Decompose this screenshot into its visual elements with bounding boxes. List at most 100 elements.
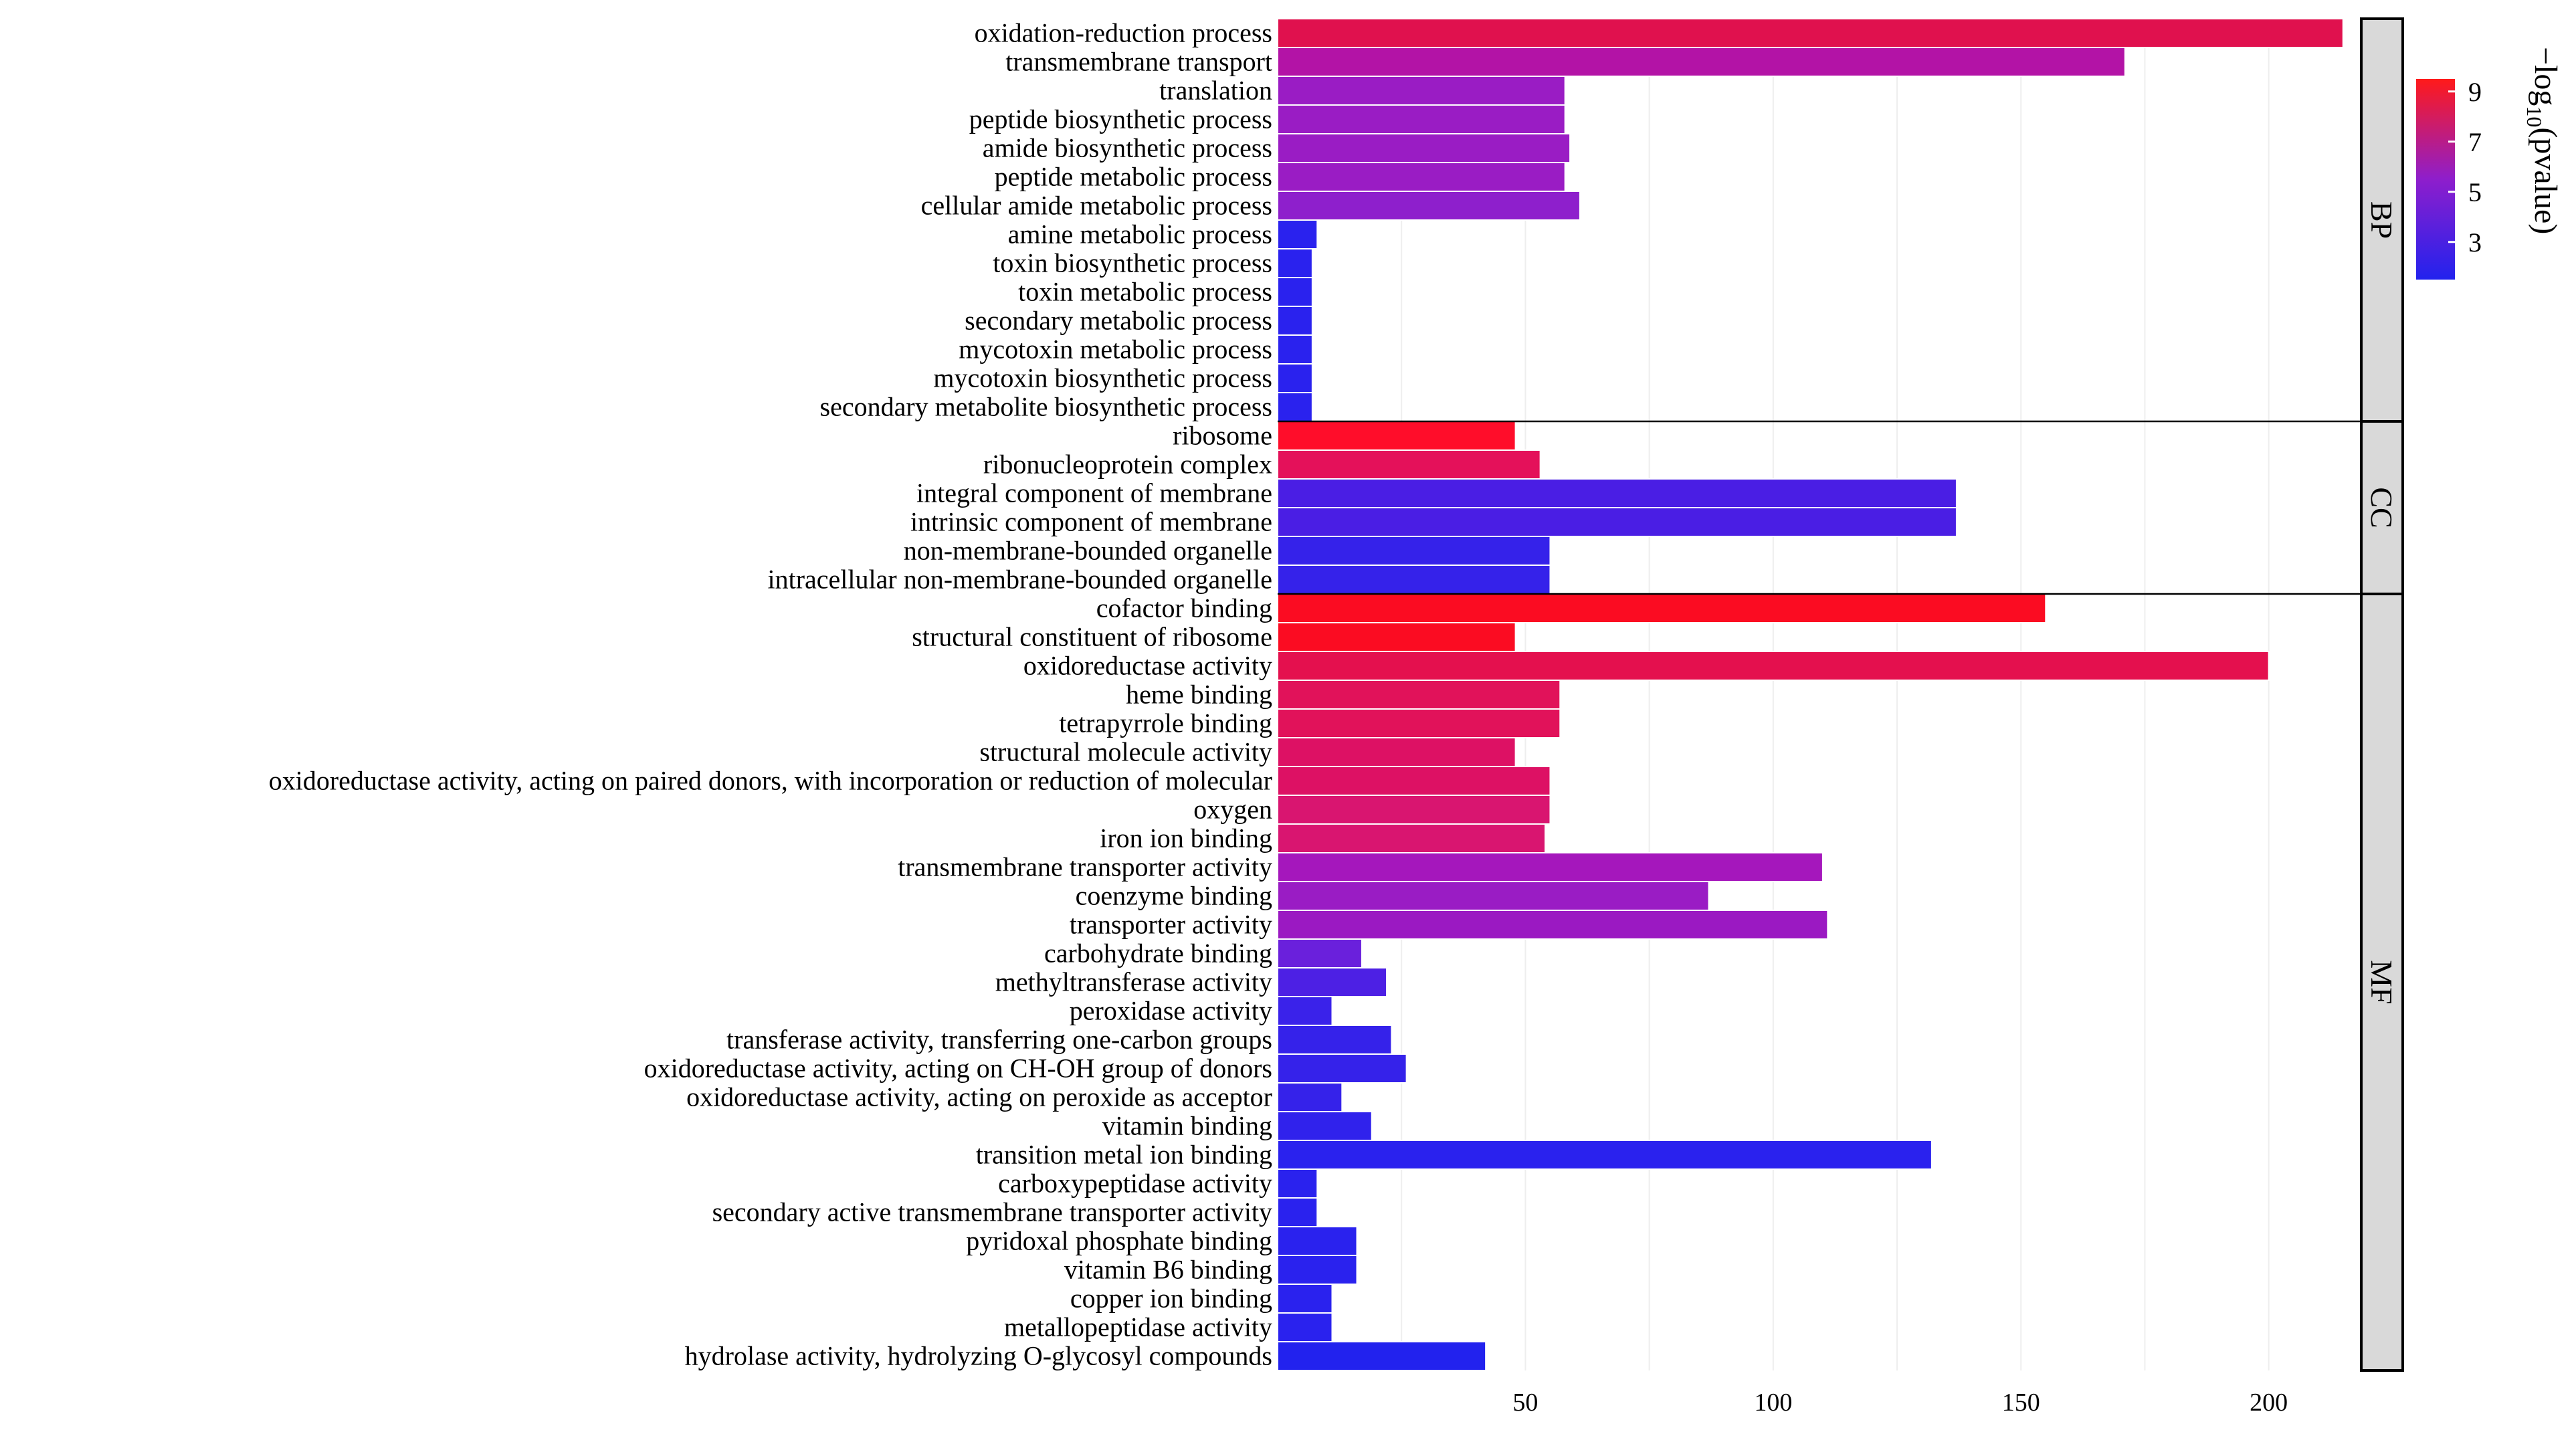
x-tick-label: 100 (1754, 1389, 1792, 1417)
legend-tick-label: 7 (2468, 127, 2482, 157)
bar-mf-11 (1277, 910, 1829, 940)
bars (1277, 18, 2344, 1371)
category-label: pyridoxal phosphate binding (966, 1226, 1272, 1256)
category-label: secondary metabolite biosynthetic proces… (820, 392, 1272, 422)
bar-bp-8 (1277, 248, 1313, 278)
category-label: transferase activity, transferring one-c… (726, 1025, 1272, 1055)
category-label: intrinsic component of membrane (910, 507, 1272, 537)
category-label: oxygen (1193, 795, 1272, 825)
category-label: coenzyme binding (1076, 881, 1272, 911)
bar-bp-5 (1277, 162, 1566, 192)
category-label: transition metal ion binding (976, 1140, 1272, 1170)
category-label: oxidoreductase activity, acting on CH-OH… (644, 1053, 1272, 1084)
bar-bp-6 (1277, 191, 1581, 221)
bar-mf-21 (1277, 1197, 1318, 1227)
bar-bp-0 (1277, 18, 2344, 48)
x-tick-label: 200 (2250, 1389, 2288, 1417)
bar-mf-17 (1277, 1082, 1343, 1112)
x-tick-label: 150 (2002, 1389, 2040, 1417)
facet-strip-bp (2360, 17, 2404, 423)
category-label: transmembrane transporter activity (898, 852, 1272, 882)
legend-title-part-3: (pvalue) (2528, 127, 2563, 234)
category-label: mycotoxin metabolic process (959, 334, 1272, 365)
bar-mf-14 (1277, 996, 1333, 1026)
bar-mf-7 (1277, 795, 1551, 825)
category-label: secondary active transmembrane transport… (712, 1197, 1272, 1227)
bar-mf-4 (1277, 708, 1561, 738)
category-label: amine metabolic process (1008, 219, 1272, 249)
bar-cc-3 (1277, 507, 1957, 537)
category-label: amide biosynthetic process (983, 133, 1272, 163)
x-axis-ticks: 50 100 150 200 (1512, 1389, 2288, 1417)
legend-colorbar (2416, 79, 2455, 280)
category-label: oxidoreductase activity (1023, 651, 1272, 681)
bar-mf-5 (1277, 737, 1516, 767)
bar-mf-16 (1277, 1053, 1407, 1084)
bar-bp-13 (1277, 392, 1313, 422)
category-label: toxin metabolic process (1018, 277, 1272, 307)
facet-strip-cc (2360, 420, 2404, 595)
bar-mf-8 (1277, 823, 1547, 853)
bar-mf-9 (1277, 852, 1823, 882)
category-label: metallopeptidase activity (1004, 1312, 1272, 1342)
color-legend: −log10(pvalue) 9 7 5 3 (2416, 47, 2563, 280)
bar-mf-3 (1277, 680, 1561, 710)
bar-mf-1 (1277, 622, 1516, 652)
category-label: transmembrane transport (1005, 47, 1272, 77)
category-label: mycotoxin biosynthetic process (933, 363, 1272, 393)
facet-strips: BP CC MF (1278, 17, 2404, 1372)
bar-bp-12 (1277, 363, 1313, 393)
category-label: oxidoreductase activity, acting on perox… (686, 1082, 1272, 1112)
bar-bp-3 (1277, 104, 1566, 134)
bar-mf-15 (1277, 1025, 1393, 1055)
legend-title: −log10(pvalue) (2522, 47, 2563, 234)
category-label: carboxypeptidase activity (998, 1168, 1272, 1199)
bar-bp-9 (1277, 277, 1313, 307)
bar-mf-20 (1277, 1168, 1318, 1199)
bar-cc-5 (1277, 565, 1551, 595)
category-label: oxidoreductase activity, acting on paire… (269, 766, 1272, 796)
category-label: hydrolase activity, hydrolyzing O-glycos… (685, 1341, 1272, 1371)
category-label: vitamin B6 binding (1064, 1255, 1272, 1285)
facet-label-cc: CC (2365, 487, 2399, 528)
category-label: peptide metabolic process (995, 162, 1272, 192)
legend-title-subscript: 10 (2522, 106, 2547, 127)
category-label: intracellular non-membrane-bounded organ… (767, 565, 1272, 595)
bar-mf-13 (1277, 967, 1387, 997)
category-label: carbohydrate binding (1044, 938, 1272, 968)
bar-mf-25 (1277, 1312, 1333, 1342)
bar-mf-6 (1277, 766, 1551, 796)
bar-mf-23 (1277, 1255, 1358, 1285)
bar-mf-10 (1277, 881, 1710, 911)
category-label: vitamin binding (1102, 1111, 1272, 1141)
bar-bp-10 (1277, 306, 1313, 336)
bar-bp-11 (1277, 334, 1313, 365)
bar-bp-2 (1277, 76, 1566, 106)
legend-tick-label: 9 (2468, 77, 2482, 107)
bar-mf-26 (1277, 1341, 1487, 1371)
category-label: structural constituent of ribosome (912, 622, 1272, 652)
bar-mf-24 (1277, 1284, 1333, 1314)
category-label: heme binding (1126, 680, 1272, 710)
bar-mf-0 (1277, 593, 2047, 623)
bar-bp-1 (1277, 47, 2126, 77)
bar-mf-12 (1277, 938, 1363, 968)
category-label: translation (1159, 76, 1272, 106)
bar-mf-19 (1277, 1140, 1933, 1170)
category-label: ribonucleoprotein complex (983, 449, 1272, 480)
category-label: tetrapyrrole binding (1059, 708, 1272, 738)
category-label: iron ion binding (1100, 823, 1272, 853)
category-label: structural molecule activity (979, 737, 1272, 767)
category-labels: oxidation-reduction processtransmembrane… (269, 18, 1272, 1371)
category-label: copper ion binding (1070, 1284, 1272, 1314)
category-label: ribosome (1173, 421, 1272, 451)
bar-cc-2 (1277, 478, 1957, 508)
category-label: integral component of membrane (916, 478, 1272, 508)
bar-cc-4 (1277, 536, 1551, 566)
category-label: cofactor binding (1096, 593, 1272, 623)
bar-bp-4 (1277, 133, 1571, 163)
bar-mf-18 (1277, 1111, 1373, 1141)
category-label: peroxidase activity (1070, 996, 1272, 1026)
x-tick-label: 50 (1512, 1389, 1538, 1417)
bar-mf-22 (1277, 1226, 1358, 1256)
